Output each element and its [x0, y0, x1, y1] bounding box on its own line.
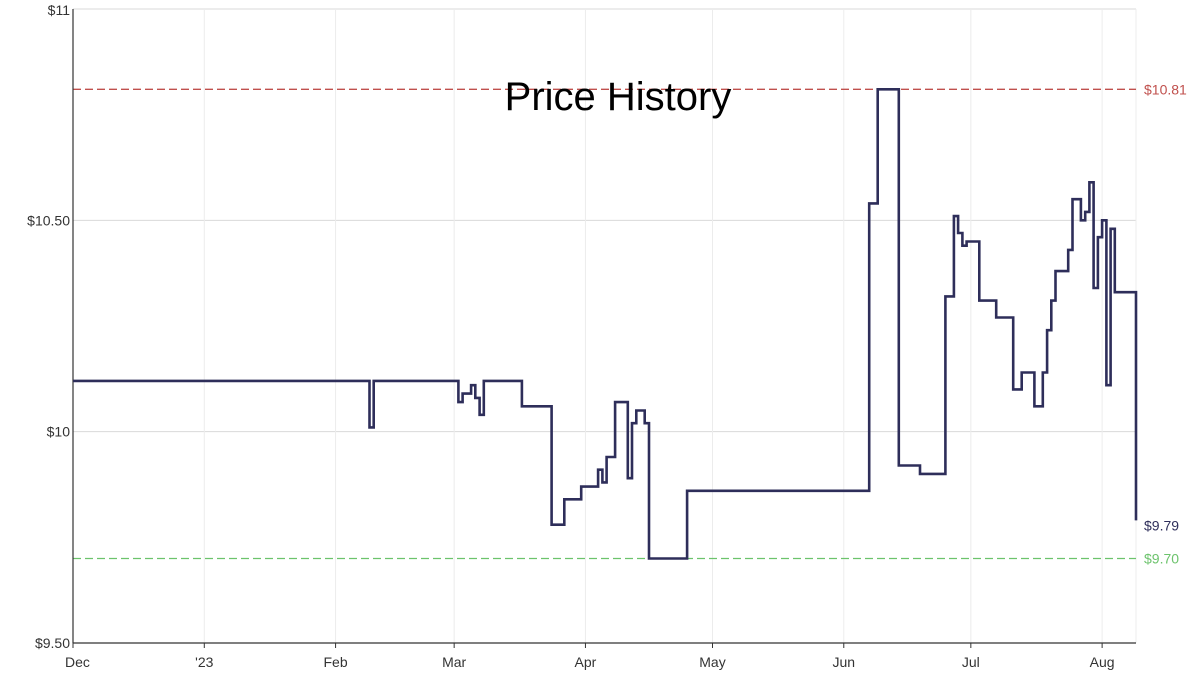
y-tick-label: $9.50 [35, 635, 70, 651]
reference-lines: $10.81 $9.70 [73, 81, 1187, 566]
y-tick-label: $10 [47, 424, 71, 440]
last-price-label: $9.79 [1144, 517, 1179, 533]
y-tick-label: $11 [48, 2, 71, 18]
x-tick-label: Aug [1090, 654, 1115, 670]
reference-label: $10.81 [1144, 81, 1187, 97]
x-tick-label: Jul [962, 654, 980, 670]
x-tick-label: Apr [575, 654, 597, 670]
series-layer: $9.79 [73, 88, 1179, 560]
x-tick-label: May [699, 654, 725, 670]
x-tick-label: '23 [195, 654, 213, 670]
axes: $11 $10.50 $10 $9.50 Dec '23 Feb Mar Apr May Jun Ju… [27, 2, 1136, 670]
chart-title: Price History [505, 75, 732, 119]
price-series-line [73, 88, 1138, 560]
x-tick-label: Dec [65, 654, 90, 670]
reference-label: $9.70 [1144, 550, 1179, 566]
y-tick-label: $10.50 [27, 212, 70, 228]
x-tick-label: Jun [832, 654, 855, 670]
x-tick-label: Mar [442, 654, 466, 670]
x-tick-label: Feb [324, 654, 348, 670]
